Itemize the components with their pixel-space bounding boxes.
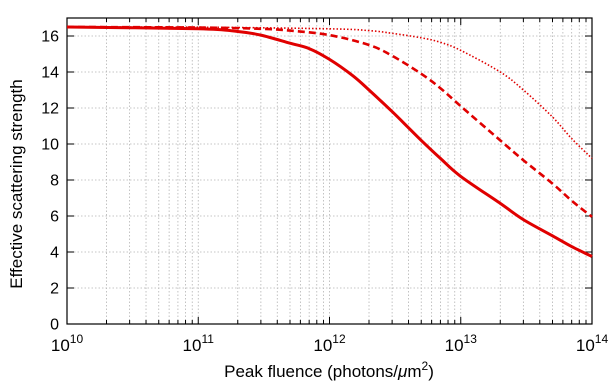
x-tick-label: 1013 [445, 332, 478, 355]
y-tick-label: 12 [41, 101, 59, 118]
x-axis-label: Peak fluence (photons/μm2) [224, 359, 434, 381]
y-tick-label: 6 [50, 209, 59, 226]
x-tick-label: 1010 [51, 332, 84, 355]
y-tick-label: 4 [50, 245, 59, 262]
series-line-solid [66, 25, 593, 258]
y-tick-label: 8 [50, 173, 59, 190]
x-tick-label: 1014 [576, 332, 609, 355]
series-line-dotted [66, 26, 593, 159]
y-axis-label: Effective scattering strength [7, 79, 26, 288]
y-tick-label: 10 [41, 137, 59, 154]
series-line-dashed [66, 25, 593, 218]
y-tick-label: 14 [41, 65, 59, 82]
x-tick-label: 1011 [183, 332, 215, 355]
y-tick-labels: 0 2 4 6 8 10 12 14 16 [41, 29, 59, 334]
series-layer [66, 25, 593, 258]
y-tick-label: 0 [50, 317, 59, 334]
x-tick-label: 1012 [313, 332, 346, 355]
grid-lines [67, 18, 592, 324]
y-tick-label: 2 [50, 281, 59, 298]
tick-marks [66, 18, 592, 325]
y-tick-label: 16 [41, 29, 59, 46]
x-tick-labels: 1010 1011 1012 1013 1014 [51, 332, 609, 355]
